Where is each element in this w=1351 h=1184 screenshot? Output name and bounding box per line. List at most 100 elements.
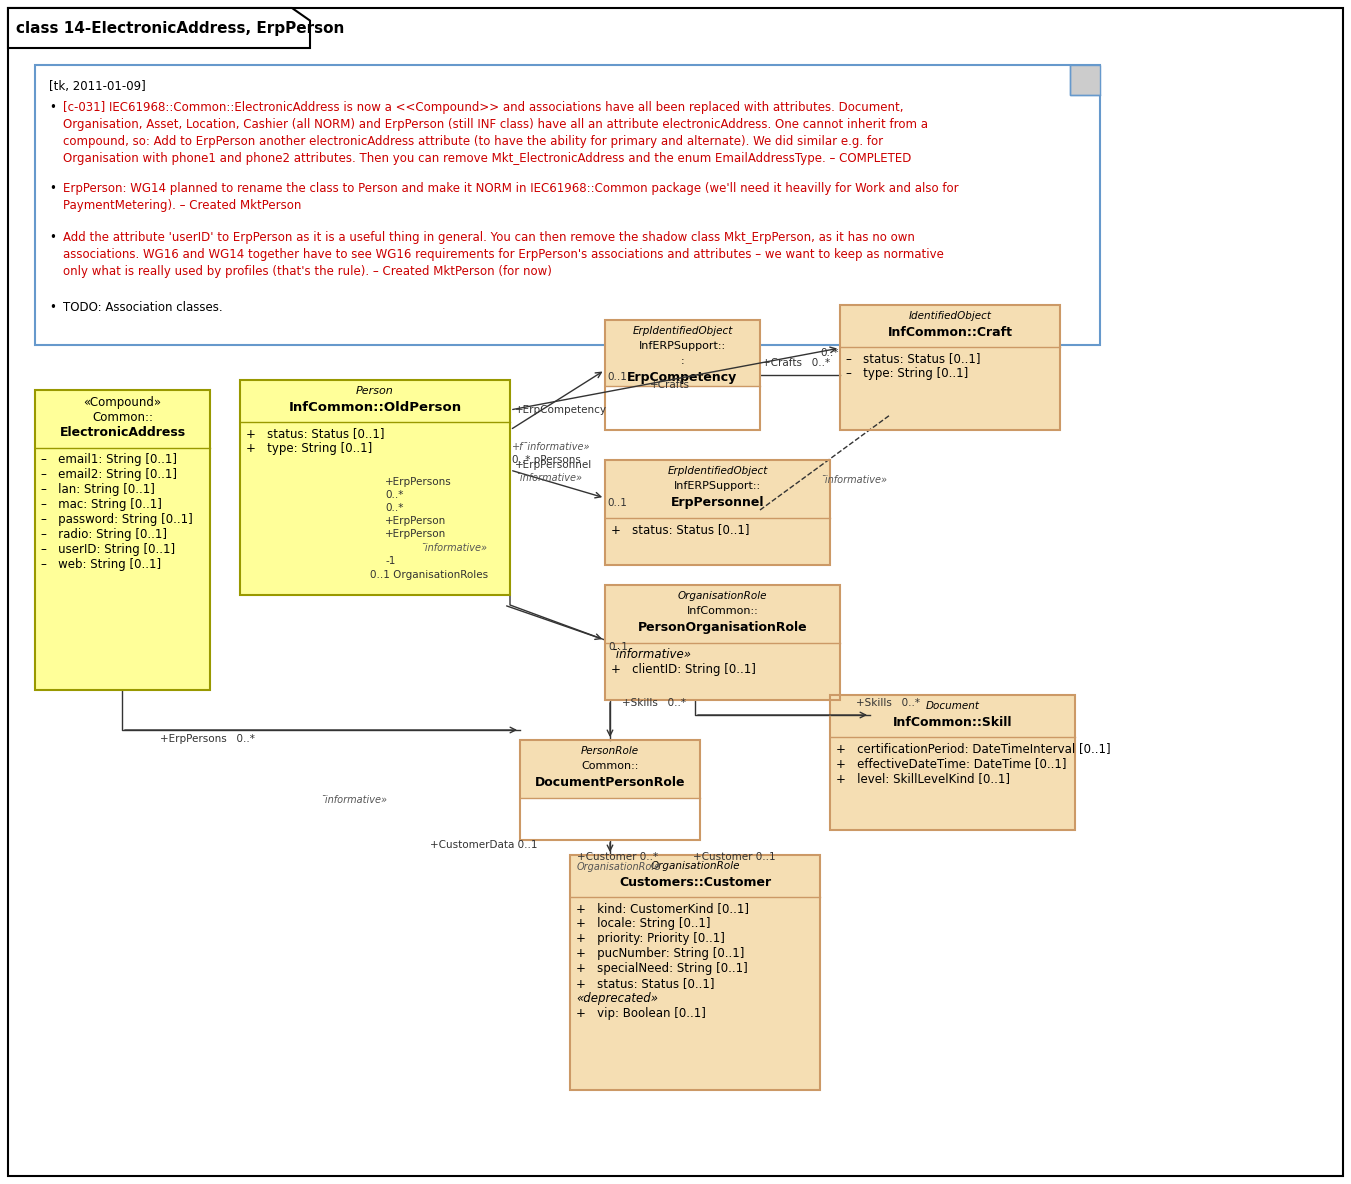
FancyBboxPatch shape bbox=[840, 347, 1061, 430]
Text: Add the attribute 'userID' to ErpPerson as it is a useful thing in general. You : Add the attribute 'userID' to ErpPerson … bbox=[63, 231, 944, 278]
Text: +   status: Status [0..1]: + status: Status [0..1] bbox=[576, 977, 715, 990]
Text: Document: Document bbox=[925, 701, 979, 712]
Text: InfCommon::Craft: InfCommon::Craft bbox=[888, 326, 1012, 339]
FancyBboxPatch shape bbox=[605, 461, 830, 519]
Text: 0..*: 0..* bbox=[820, 348, 839, 358]
Text: ¯informative»: ¯informative» bbox=[611, 648, 692, 661]
Text: class 14-ElectronicAddress, ErpPerson: class 14-ElectronicAddress, ErpPerson bbox=[16, 20, 345, 36]
Text: +   vip: Boolean [0..1]: + vip: Boolean [0..1] bbox=[576, 1008, 705, 1019]
Text: Common::: Common:: bbox=[581, 761, 639, 771]
Text: +ErpPersons   0..*: +ErpPersons 0..* bbox=[159, 734, 255, 744]
Text: InfERPSupport::: InfERPSupport:: bbox=[674, 481, 761, 491]
Text: +   kind: CustomerKind [0..1]: + kind: CustomerKind [0..1] bbox=[576, 902, 748, 915]
Text: OrganisationRole: OrganisationRole bbox=[650, 861, 740, 871]
Text: +ErpPersons: +ErpPersons bbox=[385, 477, 451, 487]
FancyBboxPatch shape bbox=[520, 740, 700, 798]
Text: [tk, 2011-01-09]: [tk, 2011-01-09] bbox=[49, 81, 146, 94]
Text: -1: -1 bbox=[385, 556, 396, 566]
FancyBboxPatch shape bbox=[35, 65, 1100, 345]
Text: +CustomerData 0..1: +CustomerData 0..1 bbox=[430, 839, 538, 850]
Text: DocumentPersonRole: DocumentPersonRole bbox=[535, 776, 685, 789]
Text: ErpIdentifiedObject: ErpIdentifiedObject bbox=[667, 466, 767, 476]
Text: ¯informative»: ¯informative» bbox=[820, 475, 888, 485]
FancyBboxPatch shape bbox=[240, 380, 509, 422]
Text: +ErpPerson: +ErpPerson bbox=[385, 529, 446, 539]
Text: –   type: String [0..1]: – type: String [0..1] bbox=[846, 367, 969, 380]
Text: +ErpPerson: +ErpPerson bbox=[385, 516, 446, 526]
FancyBboxPatch shape bbox=[830, 695, 1075, 736]
Text: ErpIdentifiedObject: ErpIdentifiedObject bbox=[632, 326, 732, 336]
Text: +   status: Status [0..1]: + status: Status [0..1] bbox=[611, 523, 750, 536]
FancyBboxPatch shape bbox=[8, 8, 1343, 1176]
Text: –   email1: String [0..1]: – email1: String [0..1] bbox=[41, 453, 177, 466]
Text: –   web: String [0..1]: – web: String [0..1] bbox=[41, 558, 161, 571]
Text: –   lan: String [0..1]: – lan: String [0..1] bbox=[41, 483, 155, 496]
Text: Common::: Common:: bbox=[92, 411, 153, 424]
FancyBboxPatch shape bbox=[35, 390, 209, 448]
FancyBboxPatch shape bbox=[570, 855, 820, 897]
Text: +ErpPersonnel: +ErpPersonnel bbox=[515, 461, 592, 470]
Text: OrganisationRole: OrganisationRole bbox=[577, 862, 661, 871]
Text: 0..*: 0..* bbox=[385, 503, 404, 513]
Text: –   email2: String [0..1]: – email2: String [0..1] bbox=[41, 468, 177, 481]
Text: +   type: String [0..1]: + type: String [0..1] bbox=[246, 442, 373, 455]
Text: +Skills   0..*: +Skills 0..* bbox=[621, 699, 686, 708]
Text: OrganisationRole: OrganisationRole bbox=[678, 591, 767, 601]
Text: +Crafts   0..*: +Crafts 0..* bbox=[762, 358, 830, 368]
Text: InfCommon::OldPerson: InfCommon::OldPerson bbox=[288, 401, 462, 414]
Text: IdentifiedObject: IdentifiedObject bbox=[908, 311, 992, 321]
Polygon shape bbox=[1070, 65, 1100, 95]
FancyBboxPatch shape bbox=[605, 320, 761, 386]
Text: InfCommon::: InfCommon:: bbox=[686, 606, 758, 616]
Text: Customers::Customer: Customers::Customer bbox=[619, 876, 771, 889]
Text: +Customer 0..1: +Customer 0..1 bbox=[693, 852, 775, 862]
Text: 0..*: 0..* bbox=[385, 490, 404, 500]
Text: +Skills   0..*: +Skills 0..* bbox=[857, 699, 920, 708]
Text: +   specialNeed: String [0..1]: + specialNeed: String [0..1] bbox=[576, 961, 747, 974]
Text: •: • bbox=[49, 301, 55, 314]
Text: 0..1 OrganisationRoles: 0..1 OrganisationRoles bbox=[370, 570, 488, 580]
Text: +   locale: String [0..1]: + locale: String [0..1] bbox=[576, 916, 711, 929]
Text: 0..1: 0..1 bbox=[607, 372, 627, 382]
Text: [c-031] IEC61968::Common::ElectronicAddress is now a <<Compound>> and associatio: [c-031] IEC61968::Common::ElectronicAddr… bbox=[63, 101, 928, 165]
Text: PersonRole: PersonRole bbox=[581, 746, 639, 757]
Text: 0..1: 0..1 bbox=[608, 642, 628, 652]
FancyBboxPatch shape bbox=[570, 897, 820, 1090]
Text: –   userID: String [0..1]: – userID: String [0..1] bbox=[41, 543, 176, 556]
FancyBboxPatch shape bbox=[35, 448, 209, 690]
Text: +ErpCompetency: +ErpCompetency bbox=[515, 405, 607, 416]
Text: ErpPerson: WG14 planned to rename the class to Person and make it NORM in IEC619: ErpPerson: WG14 planned to rename the cl… bbox=[63, 182, 959, 212]
FancyBboxPatch shape bbox=[605, 519, 830, 565]
Text: 0..* pPersons: 0..* pPersons bbox=[512, 455, 581, 465]
Text: «Compound»: «Compound» bbox=[84, 395, 162, 408]
FancyBboxPatch shape bbox=[240, 422, 509, 596]
Text: :: : bbox=[681, 356, 685, 366]
Text: «deprecated»: «deprecated» bbox=[576, 992, 658, 1005]
Text: –   status: Status [0..1]: – status: Status [0..1] bbox=[846, 352, 981, 365]
Text: •: • bbox=[49, 182, 55, 195]
Text: +   level: SkillLevelKind [0..1]: + level: SkillLevelKind [0..1] bbox=[836, 772, 1011, 785]
Polygon shape bbox=[8, 8, 309, 49]
Text: ErpCompetency: ErpCompetency bbox=[627, 371, 738, 384]
Text: •: • bbox=[49, 101, 55, 114]
Text: +Crafts: +Crafts bbox=[650, 380, 690, 390]
Text: +f¯informative»: +f¯informative» bbox=[512, 442, 590, 452]
Text: +Customer 0..*: +Customer 0..* bbox=[577, 852, 658, 862]
Text: Person: Person bbox=[357, 386, 394, 395]
Text: •: • bbox=[49, 231, 55, 244]
Text: TODO: Association classes.: TODO: Association classes. bbox=[63, 301, 223, 314]
Text: ¯informative»: ¯informative» bbox=[420, 543, 486, 553]
Text: PersonOrganisationRole: PersonOrganisationRole bbox=[638, 620, 808, 633]
Text: –   mac: String [0..1]: – mac: String [0..1] bbox=[41, 498, 162, 511]
Text: ElectronicAddress: ElectronicAddress bbox=[59, 426, 185, 439]
Text: 0..1: 0..1 bbox=[607, 498, 627, 508]
Text: +   pucNumber: String [0..1]: + pucNumber: String [0..1] bbox=[576, 947, 744, 960]
Text: InfERPSupport::: InfERPSupport:: bbox=[639, 341, 725, 350]
Text: ¯informative»: ¯informative» bbox=[515, 472, 582, 483]
FancyBboxPatch shape bbox=[840, 305, 1061, 347]
Text: +   clientID: String [0..1]: + clientID: String [0..1] bbox=[611, 663, 755, 676]
FancyBboxPatch shape bbox=[830, 736, 1075, 830]
Text: +   status: Status [0..1]: + status: Status [0..1] bbox=[246, 427, 385, 440]
Text: –   radio: String [0..1]: – radio: String [0..1] bbox=[41, 528, 168, 541]
Text: ErpPersonnel: ErpPersonnel bbox=[670, 496, 765, 509]
